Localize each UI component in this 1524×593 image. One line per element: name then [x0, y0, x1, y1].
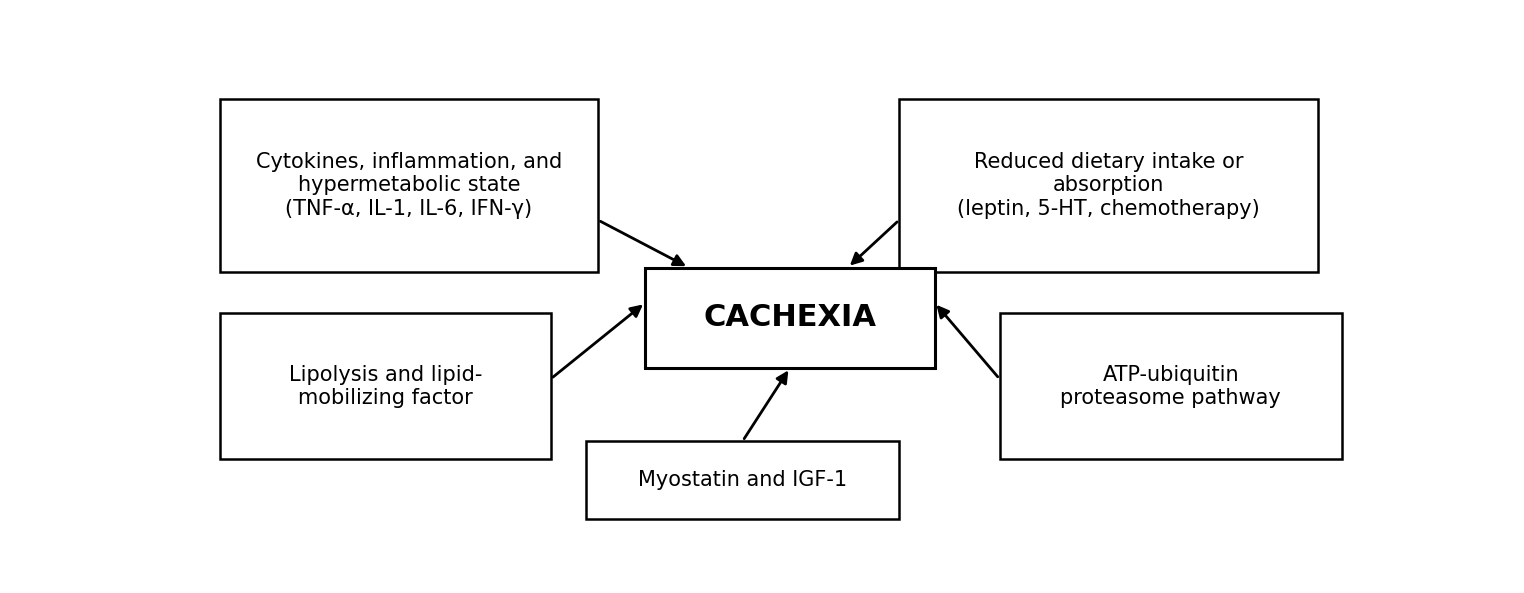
- FancyBboxPatch shape: [219, 98, 597, 272]
- FancyBboxPatch shape: [587, 441, 899, 519]
- Text: ATP-ubiquitin
proteasome pathway: ATP-ubiquitin proteasome pathway: [1061, 365, 1282, 408]
- FancyBboxPatch shape: [1000, 313, 1343, 459]
- FancyBboxPatch shape: [645, 267, 934, 368]
- Text: CACHEXIA: CACHEXIA: [704, 303, 876, 332]
- Text: Myostatin and IGF-1: Myostatin and IGF-1: [639, 470, 847, 490]
- FancyBboxPatch shape: [899, 98, 1318, 272]
- Text: Reduced dietary intake or
absorption
(leptin, 5-HT, chemotherapy): Reduced dietary intake or absorption (le…: [957, 152, 1260, 218]
- FancyBboxPatch shape: [219, 313, 550, 459]
- Text: Lipolysis and lipid-
mobilizing factor: Lipolysis and lipid- mobilizing factor: [288, 365, 482, 408]
- Text: Cytokines, inflammation, and
hypermetabolic state
(TNF-α, IL-1, IL-6, IFN-γ): Cytokines, inflammation, and hypermetabo…: [256, 152, 562, 218]
